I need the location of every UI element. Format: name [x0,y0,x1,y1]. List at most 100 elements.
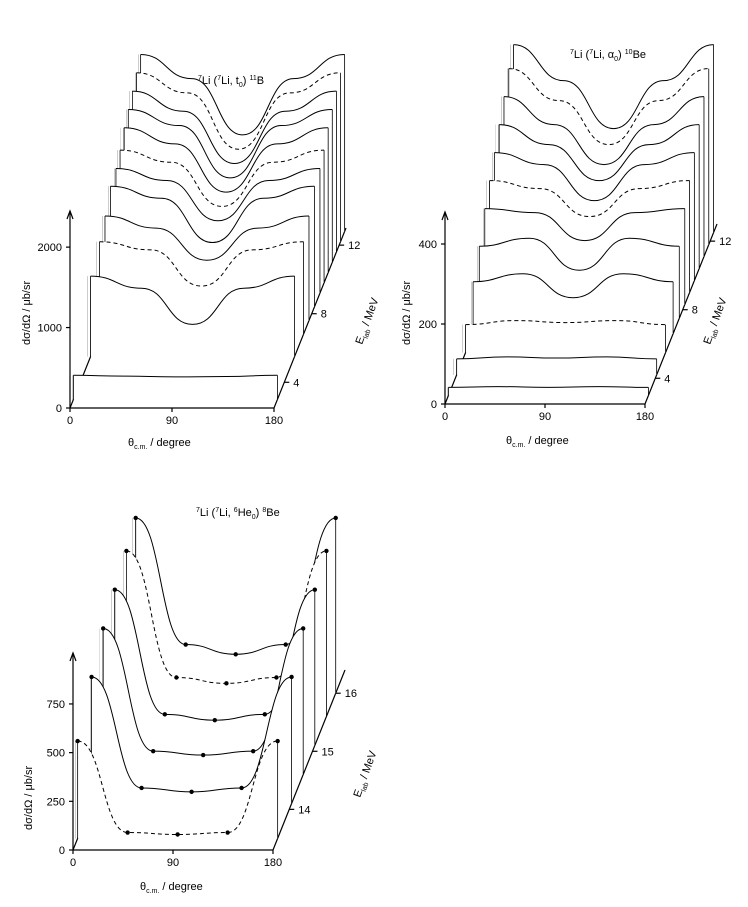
data-point [239,785,244,791]
series-line [90,275,295,325]
data-point [189,789,194,795]
data-point [283,642,288,647]
y-tick-label: 2000 [38,242,62,254]
series-line [110,185,315,244]
x-tick-label: 180 [636,411,654,423]
series-hatch [87,676,92,804]
chart-area: 0 90 180 0 250 500 750 14 15 16 [47,515,357,869]
data-point [224,681,229,686]
z-axis-label: Elab / MeV [352,749,382,800]
z-tick-label: 15 [321,746,333,758]
z-tick-label: 12 [348,240,360,252]
x-tick-label: 90 [166,415,178,427]
series-line [456,356,657,360]
z-tick-label: 16 [345,688,357,700]
series-line [104,215,309,261]
panel-title: 7Li (7Li, t0) 11B [198,75,264,89]
chart-area: 0 90 180 0 1000 2000 4 8 12 [38,53,360,427]
data-point [300,626,306,631]
x-tick-label: 0 [442,411,448,423]
data-point [133,515,138,521]
panel-6He0-8Be: 7Li (7Li, 6He0) 8Be 0 90 180 0 250 500 750 14 15… [23,507,382,895]
data-point [200,752,206,758]
series-hatch [461,324,466,353]
y-axis-arrow [441,210,449,221]
y-tick-label: 250 [47,796,65,808]
data-point [174,675,179,680]
z-tick-label: 12 [719,236,731,248]
data-point [212,717,218,723]
data-point [100,626,106,631]
y-tick-label: 200 [419,319,437,331]
z-tick-label: 14 [298,804,310,816]
series-fill [448,386,649,396]
panel-t0-11B: 7Li (7Li, t0) 11B 0 90 180 0 1000 2000 4 8 12 θc… [21,53,384,451]
x-tick-label: 90 [539,411,551,423]
y-tick-label: 0 [431,399,437,411]
data-point [183,642,188,647]
series-line [499,124,700,182]
y-tick-label: 400 [419,239,437,251]
data-point [289,674,294,680]
series-line [503,96,704,166]
y-tick-label: 1000 [38,323,62,335]
data-point [250,748,256,754]
series-hatch [469,281,474,334]
data-point [312,587,318,592]
z-axis-label: Elab / MeV [354,296,384,347]
series-line [479,237,680,271]
series-fill [135,517,336,694]
series-line [77,740,278,835]
series-line [448,386,649,388]
y-axis-label: dσ/dΩ / μb/sr [21,281,33,345]
data-point [324,548,329,554]
data-point [89,674,94,680]
z-tick-label: 4 [664,373,670,385]
series-hatch [452,358,457,375]
z-axis-label: Elab / MeV [702,296,732,347]
series-fill [473,273,674,334]
panel-alpha0-10Be: 7Li (7Li, α0) 10Be 0 90 180 0 200 400 4 8 12 θc.… [401,44,732,449]
series-line [513,44,714,130]
z-axis-line [272,669,346,851]
y-axis-arrow [66,209,74,220]
series-hatch [444,387,449,396]
series-fill [465,320,666,353]
series-line [128,108,333,179]
series-line [140,53,345,136]
data-point [75,738,80,744]
data-point [233,652,238,657]
y-tick-label: 0 [59,845,65,857]
y-axis-label: dσ/dΩ / μb/sr [401,281,413,345]
x-axis-label: θc.m. / degree [128,437,191,451]
series-hatch [69,375,74,400]
data-point [333,515,338,521]
data-point [150,748,156,754]
y-axis-label: dσ/dΩ / μb/sr [23,766,35,830]
series-fill [90,276,295,357]
series-line [132,90,337,165]
x-tick-label: 0 [70,857,76,869]
y-tick-label: 500 [47,748,65,760]
z-tick-label: 8 [321,309,327,321]
series-fill [456,356,657,375]
y-axis-arrow [69,651,77,662]
series-hatch [86,276,91,357]
data-point [275,738,280,744]
series-fill [77,741,278,839]
x-tick-label: 180 [265,415,283,427]
series-line [508,68,709,146]
data-point [262,712,268,717]
x-tick-label: 180 [264,857,282,869]
panel-title: 7Li (7Li, α0) 10Be [570,49,646,63]
x-tick-label: 0 [67,415,73,427]
series-line [136,72,341,150]
series-line [465,320,666,326]
series-line [473,273,674,299]
y-tick-label: 750 [47,699,65,711]
z-tick-label: 8 [692,305,698,317]
series-line [115,167,320,222]
x-axis-label: θc.m. / degree [506,435,569,449]
z-axis-line [273,227,347,409]
